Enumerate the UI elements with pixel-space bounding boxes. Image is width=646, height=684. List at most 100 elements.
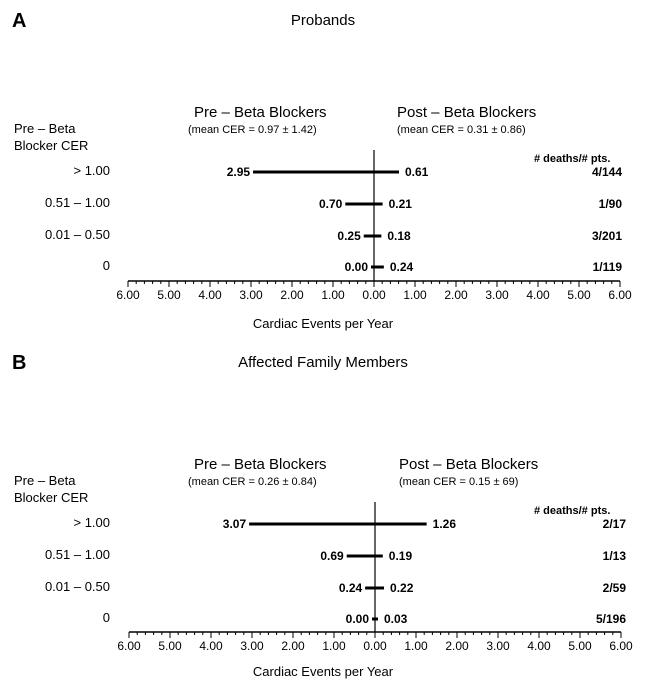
- pre-value-label: 0.25: [337, 229, 361, 243]
- deaths-count: 3/201: [591, 229, 622, 243]
- row-header: Pre – Beta Blocker CER: [14, 472, 88, 506]
- x-tick-label: 2.00: [280, 288, 304, 302]
- pre-bar: [249, 522, 375, 526]
- post-value-label: 0.18: [387, 229, 411, 243]
- pre-beta-summary: (mean CER = 0.97 ± 1.42): [188, 124, 317, 136]
- row-label: 0: [102, 258, 110, 273]
- deaths-count: 1/119: [592, 260, 622, 274]
- post-value-label: 0.03: [384, 612, 408, 626]
- x-tick-label: 5.00: [158, 639, 182, 653]
- panel-a: A Probands Pre – Beta Blockers (mean CER…: [12, 10, 632, 331]
- x-axis-title: Cardiac Events per Year: [252, 664, 394, 679]
- deaths-count: 2/17: [602, 517, 626, 531]
- x-tick-label: 5.00: [567, 288, 591, 302]
- x-tick-label: 3.00: [486, 639, 510, 653]
- pre-beta-heading: Pre – Beta Blockers: [194, 104, 327, 121]
- pre-bar: [372, 617, 375, 621]
- x-tick-label: 1.00: [404, 639, 428, 653]
- pre-value-label: 2.95: [226, 165, 251, 179]
- x-tick-label: 3.00: [485, 288, 509, 302]
- post-beta-summary: (mean CER = 0.15 ± 69): [399, 476, 519, 488]
- post-bar: [375, 522, 427, 526]
- pre-bar: [371, 265, 374, 269]
- deaths-count: 2/59: [602, 581, 626, 595]
- row-label: > 1.00: [73, 163, 110, 178]
- row-label: 0.01 – 0.50: [44, 579, 110, 594]
- post-bar: [375, 554, 383, 558]
- post-bar: [374, 234, 382, 238]
- pre-value-label: 0.70: [318, 197, 343, 211]
- chart-title: Probands: [290, 12, 356, 29]
- x-tick-label: 4.00: [199, 639, 223, 653]
- post-bar: [374, 265, 384, 269]
- post-beta-heading: Post – Beta Blockers: [397, 104, 537, 121]
- post-value-label: 0.61: [405, 165, 429, 179]
- x-tick-label: 6.00: [116, 288, 140, 302]
- x-tick-label: 4.00: [526, 288, 550, 302]
- post-bar: [374, 170, 400, 174]
- post-beta-summary: (mean CER = 0.31 ± 0.86): [397, 124, 526, 136]
- pre-value-label: 0.24: [338, 581, 363, 595]
- x-tick-label: 1.00: [322, 639, 346, 653]
- x-tick-label: 3.00: [239, 288, 263, 302]
- pre-beta-summary: (mean CER = 0.26 ± 0.84): [188, 476, 317, 488]
- x-tick-label: 1.00: [403, 288, 427, 302]
- panel-label: B: [12, 352, 27, 374]
- post-bar: [375, 617, 378, 621]
- deaths-count: 1/13: [602, 549, 626, 563]
- panel-b: B Affected Family Members Pre – Beta Blo…: [0, 342, 646, 684]
- deaths-count: 4/144: [591, 165, 622, 179]
- post-beta-heading: Post – Beta Blockers: [399, 456, 539, 473]
- x-tick-label: 6.00: [609, 639, 633, 653]
- pre-bar: [346, 554, 375, 558]
- pre-bar: [345, 202, 374, 206]
- row-header-line1: Pre – Beta: [14, 121, 76, 136]
- post-value-label: 0.22: [390, 581, 414, 595]
- row-label: 0.51 – 1.00: [44, 195, 110, 210]
- post-value-label: 1.26: [432, 517, 457, 531]
- x-tick-label: 5.00: [568, 639, 592, 653]
- x-tick-label: 0.00: [362, 288, 386, 302]
- x-tick-label: 3.00: [240, 639, 264, 653]
- x-tick-label: 2.00: [445, 639, 469, 653]
- row-header-line1: Pre – Beta: [14, 473, 76, 488]
- row-label: 0: [102, 610, 110, 625]
- row-label: > 1.00: [73, 515, 110, 530]
- chart-title: Affected Family Members: [238, 354, 408, 371]
- row-header-line2: Blocker CER: [14, 490, 89, 505]
- pre-bar: [365, 586, 375, 590]
- row-header: Pre – Beta Blocker CER: [14, 120, 88, 154]
- pre-bar: [363, 234, 374, 238]
- pre-bar: [253, 170, 374, 174]
- x-tick-label: 4.00: [527, 639, 551, 653]
- pre-value-label: 3.07: [222, 517, 247, 531]
- plot-area: [128, 502, 622, 638]
- pre-beta-heading: Pre – Beta Blockers: [194, 456, 327, 473]
- plot-area: [127, 150, 621, 287]
- deaths-count: 5/196: [595, 612, 626, 626]
- x-tick-label: 6.00: [608, 288, 632, 302]
- row-label: 0.51 – 1.00: [44, 547, 110, 562]
- panel-label: A: [12, 10, 27, 32]
- post-bar: [374, 202, 383, 206]
- post-value-label: 0.21: [388, 197, 412, 211]
- pre-value-label: 0.69: [320, 549, 344, 563]
- x-tick-label: 1.00: [321, 288, 345, 302]
- deaths-header: # deaths/# pts.: [534, 505, 611, 517]
- x-tick-label: 6.00: [117, 639, 141, 653]
- x-tick-label: 0.00: [363, 639, 387, 653]
- row-header-line2: Blocker CER: [14, 138, 89, 153]
- x-tick-label: 4.00: [198, 288, 222, 302]
- deaths-count: 1/90: [598, 197, 622, 211]
- x-tick-label: 2.00: [281, 639, 305, 653]
- row-label: 0.01 – 0.50: [44, 227, 110, 242]
- pre-value-label: 0.00: [345, 612, 369, 626]
- pre-value-label: 0.00: [344, 260, 368, 274]
- post-value-label: 0.24: [389, 260, 414, 274]
- x-axis-title: Cardiac Events per Year: [252, 316, 394, 331]
- deaths-header: # deaths/# pts.: [534, 153, 611, 165]
- x-tick-label: 5.00: [157, 288, 181, 302]
- post-bar: [375, 586, 385, 590]
- post-value-label: 0.19: [388, 549, 413, 563]
- x-tick-label: 2.00: [444, 288, 468, 302]
